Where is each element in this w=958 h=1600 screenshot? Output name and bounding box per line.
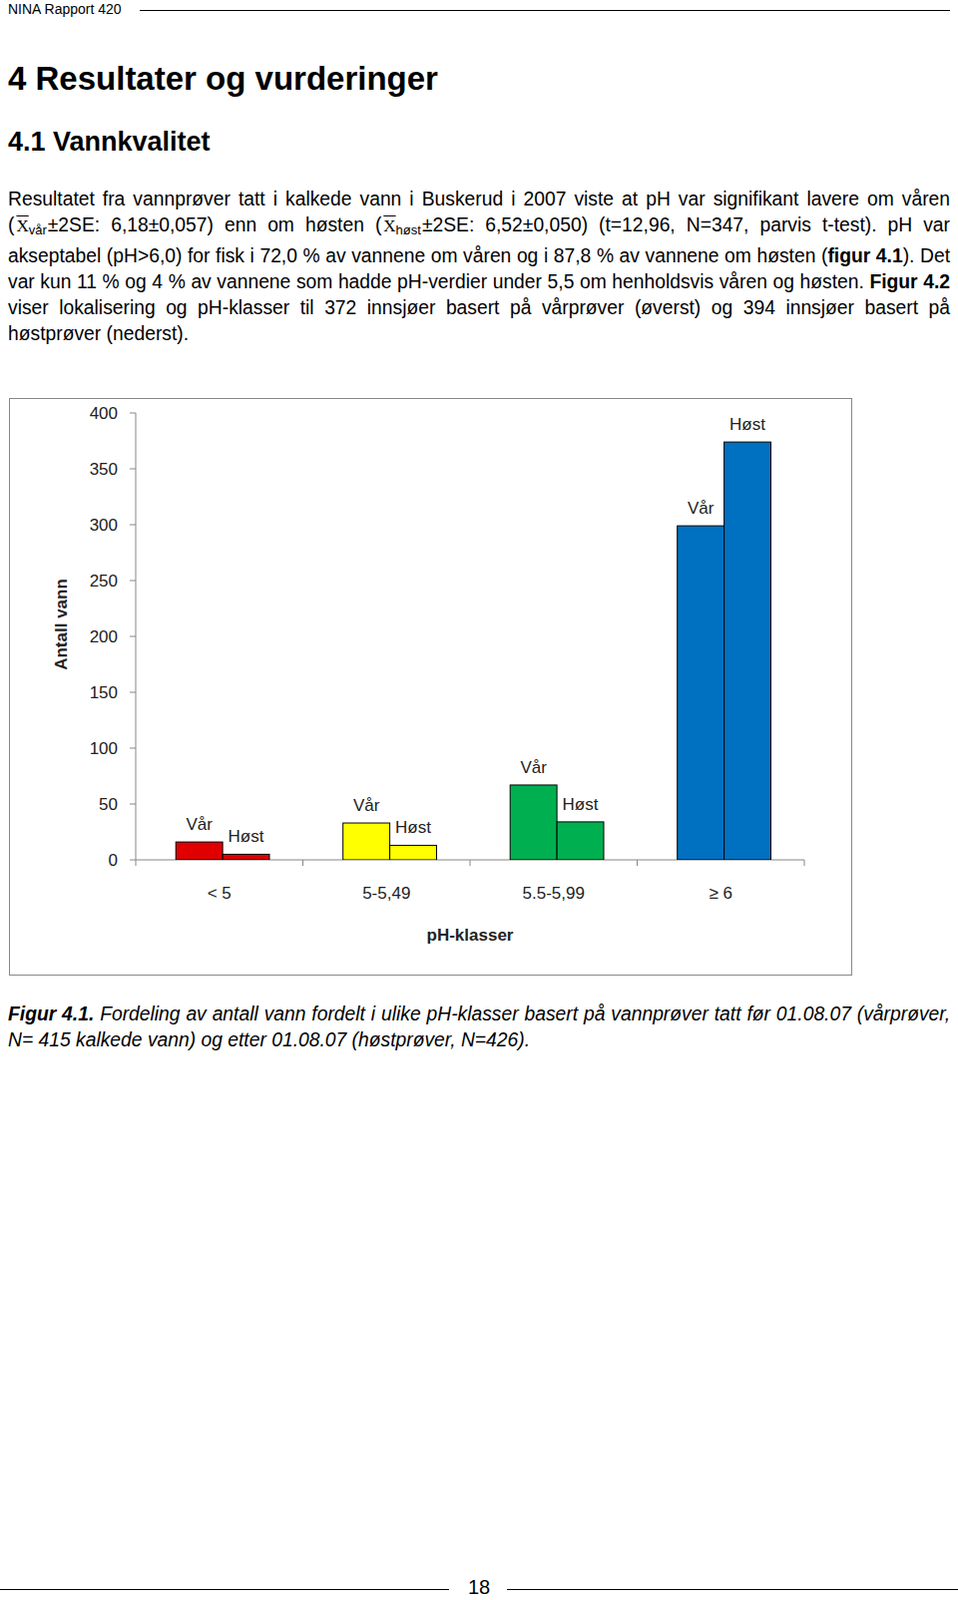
y-tick bbox=[129, 580, 136, 582]
subheading: 4.1 Vannkvalitet bbox=[7, 126, 211, 158]
y-tick bbox=[129, 636, 136, 638]
series-label: Vår bbox=[687, 498, 715, 518]
x-tick bbox=[135, 860, 137, 867]
series-label: Høst bbox=[729, 415, 766, 435]
series-label: Vår bbox=[185, 815, 213, 835]
page-rule bbox=[506, 1589, 958, 1591]
paragraph: Resultatet fra vannprøver tatt i kalkede… bbox=[7, 186, 951, 348]
y-tick bbox=[129, 692, 136, 694]
y-tick-label: 300 bbox=[89, 515, 118, 535]
heading: 4 Resultater og vurderinger bbox=[7, 59, 439, 98]
bar bbox=[724, 442, 772, 861]
y-tick-label: 200 bbox=[89, 627, 118, 647]
y-tick-label: 250 bbox=[89, 571, 118, 591]
bar bbox=[175, 842, 223, 861]
y-tick-label: 0 bbox=[108, 851, 118, 871]
bar bbox=[677, 525, 725, 861]
bar bbox=[222, 854, 270, 861]
text: Fordeling av antall vann fordelt i ulike… bbox=[7, 1003, 951, 1051]
series-label: Høst bbox=[395, 818, 432, 838]
series-label: Høst bbox=[228, 827, 265, 847]
mean-subscript: vår bbox=[28, 222, 47, 238]
series-label: Høst bbox=[562, 795, 599, 815]
mean-symbol: X bbox=[15, 216, 28, 236]
y-tick bbox=[129, 748, 136, 750]
y-tick bbox=[129, 804, 136, 806]
y-tick bbox=[129, 469, 136, 471]
bar bbox=[509, 785, 557, 861]
header-rule bbox=[139, 9, 951, 11]
y-tick bbox=[129, 524, 136, 526]
x-tick bbox=[470, 860, 472, 867]
y-tick-label: 100 bbox=[89, 739, 118, 759]
x-tick-label: < 5 bbox=[207, 884, 232, 904]
y-tick-label: 150 bbox=[89, 683, 118, 703]
text: viser lokalisering og pH-klasser til 372… bbox=[7, 297, 951, 345]
header-title: NINA Rapport 420 bbox=[7, 0, 122, 17]
y-tick bbox=[129, 860, 136, 862]
x-tick-label: 5-5,49 bbox=[362, 884, 411, 904]
chart: 0 50 100 150 200 250 300 350 400 < 5 5-5,49 5.5-5,9… bbox=[0, 389, 958, 988]
x-tick-label: ≥ 6 bbox=[708, 884, 733, 904]
text: ±2SE: 6,18±0,057) enn om høsten ( bbox=[47, 214, 383, 236]
y-tick-label: 400 bbox=[89, 404, 118, 424]
y-axis-label: Antall vann bbox=[51, 578, 71, 671]
y-tick-label: 50 bbox=[98, 795, 118, 815]
bar bbox=[343, 823, 391, 861]
x-tick bbox=[804, 860, 806, 867]
caption: Figur 4.1. Fordeling av antall vann ford… bbox=[7, 1001, 951, 1054]
series-label: Vår bbox=[353, 796, 381, 816]
y-tick bbox=[129, 413, 136, 415]
page-number: 18 bbox=[0, 1576, 958, 1600]
bar bbox=[556, 822, 604, 861]
bars bbox=[175, 442, 771, 861]
x-tick bbox=[636, 860, 638, 867]
chart-frame bbox=[9, 399, 853, 976]
y-tick-label: 350 bbox=[89, 460, 118, 479]
bold-text: Figur 4.1. bbox=[7, 1003, 94, 1025]
bold-text: Figur 4.2 bbox=[869, 271, 951, 293]
x-tick bbox=[302, 860, 304, 867]
x-tick-label: 5.5-5,99 bbox=[522, 884, 585, 904]
page-rule bbox=[0, 1589, 450, 1591]
series-label: Vår bbox=[519, 758, 547, 778]
mean-subscript: høst bbox=[396, 222, 422, 238]
mean-symbol: X bbox=[383, 216, 396, 236]
bold-text: figur 4.1 bbox=[827, 245, 903, 267]
bar bbox=[390, 845, 438, 861]
x-axis-label: pH-klasser bbox=[427, 926, 514, 946]
